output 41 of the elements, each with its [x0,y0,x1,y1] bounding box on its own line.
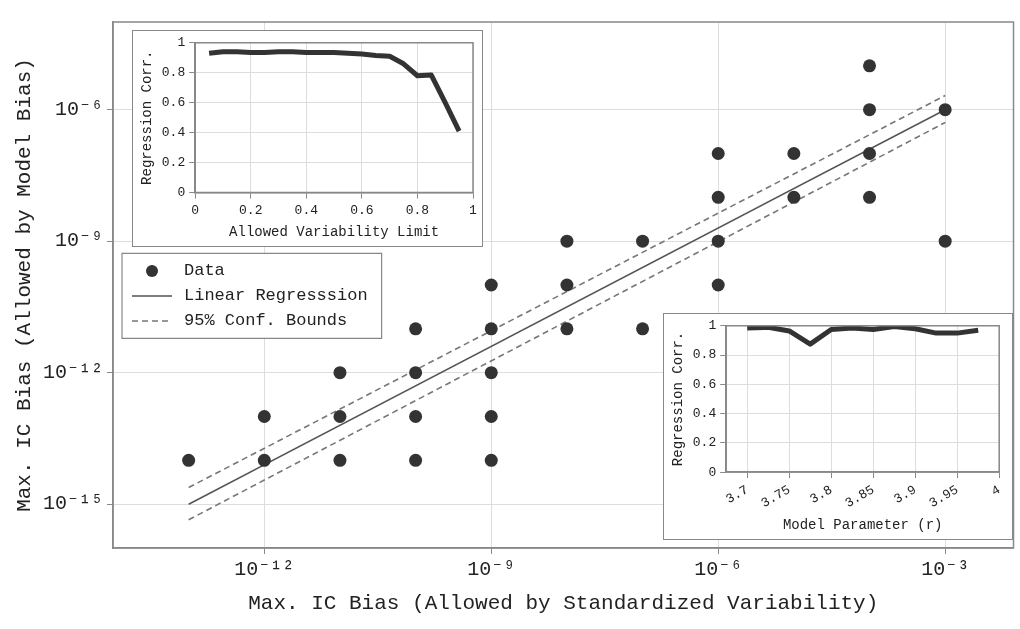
y-tick-label: 0 [708,464,717,480]
y-tick-label: 0.2 [161,155,186,171]
y-axis-title: Max. IC Bias (Allowed by Model Bias) [13,58,37,512]
x-tick-label: 0.2 [239,202,263,218]
x-tick-label: 10⁻³ [921,558,970,582]
x-tick-label: 3.8 [807,482,835,507]
y-tick-label: 0.4 [161,125,186,141]
y-tick-label: 0.6 [161,95,186,111]
x-tick-label: 0.8 [405,202,430,218]
x-tick-label: 4 [988,482,1004,500]
y-tick-label: 10⁻⁹ [54,229,103,253]
y-axis-title: Regression Corr. [670,331,687,467]
x-tick-label: 3.7 [723,482,751,507]
legend-label: Linear Regresssion [184,286,368,306]
y-tick-label: 1 [177,35,186,51]
y-tick-label: 0.4 [692,406,717,422]
y-tick-label: 0.6 [692,376,717,392]
y-tick-label: 0 [177,185,186,201]
y-tick-label: 1 [708,318,717,334]
x-tick-label: 1 [469,202,478,218]
y-tick-label: 0.2 [692,435,717,451]
x-tick-label: 3.9 [891,482,919,507]
x-tick-label: 3.75 [758,482,793,511]
x-tick-label: 3.95 [926,482,961,511]
x-tick-label: 0.6 [350,202,374,218]
x-axis-title: Allowed Variability Limit [229,224,440,241]
legend-label: Data [184,261,225,281]
y-tick-label: 0.8 [692,347,717,363]
y-tick-label: 10⁻¹⁵ [42,492,103,516]
x-tick-label: 10⁻⁹ [467,558,516,582]
y-tick-label: 10⁻¹² [42,360,103,384]
x-tick-label: 0.4 [294,202,319,218]
x-tick-label: 0 [191,202,200,218]
legend-label: 95% Conf. Bounds [184,311,348,331]
y-tick-label: 0.8 [161,65,186,81]
x-tick-label: 10⁻¹² [234,558,295,582]
y-tick-label: 10⁻⁶ [54,97,103,121]
y-axis-title: Regression Corr. [139,50,156,185]
x-axis-title: Max. IC Bias (Allowed by Standardized Variability) [248,591,879,615]
x-tick-label: 3.85 [842,482,877,511]
x-axis-title: Model Parameter (r) [782,517,943,534]
